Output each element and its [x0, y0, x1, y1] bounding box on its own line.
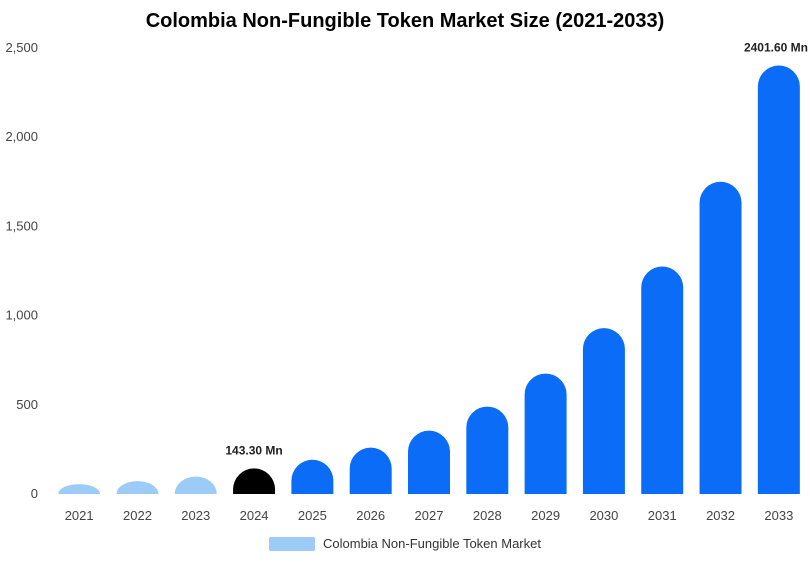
- x-tick-label: 2029: [531, 508, 560, 523]
- x-tick-label: 2030: [589, 508, 618, 523]
- x-tick-label: 2023: [181, 508, 210, 523]
- bar-2033[interactable]: [757, 65, 800, 494]
- bar-2028[interactable]: [466, 406, 509, 494]
- bar-2023[interactable]: [174, 476, 217, 494]
- x-tick-label: 2028: [473, 508, 502, 523]
- y-tick-label: 1,500: [5, 218, 38, 233]
- y-tick-label: 1,000: [5, 308, 38, 323]
- bar-2027[interactable]: [408, 430, 450, 494]
- x-tick-label: 2027: [415, 508, 444, 523]
- legend-label: Colombia Non-Fungible Token Market: [323, 536, 541, 551]
- data-label: 143.30 Mn: [225, 443, 282, 457]
- bar-2032[interactable]: [699, 181, 742, 494]
- x-tick-label: 2024: [240, 508, 269, 523]
- x-tick-label: 2025: [298, 508, 327, 523]
- bar-2022[interactable]: [116, 481, 159, 494]
- bar-2029[interactable]: [524, 373, 567, 494]
- chart-title: Colombia Non-Fungible Token Market Size …: [145, 10, 665, 32]
- bar-2030[interactable]: [582, 328, 625, 494]
- y-tick-label: 0: [31, 486, 38, 501]
- x-tick-label: 2026: [356, 508, 385, 523]
- bar-2026[interactable]: [349, 447, 392, 494]
- y-tick-label: 500: [16, 397, 38, 412]
- x-tick-label: 2022: [123, 508, 152, 523]
- bar-2021[interactable]: [58, 484, 101, 494]
- bar-2031[interactable]: [641, 266, 684, 494]
- x-tick-label: 2032: [706, 508, 735, 523]
- legend-swatch: [269, 536, 315, 551]
- x-tick-label: 2031: [648, 508, 677, 523]
- bar-2025[interactable]: [291, 459, 334, 494]
- x-tick-label: 2021: [65, 508, 94, 523]
- bar-2024[interactable]: [233, 468, 276, 494]
- data-label: 2401.60 Mn: [744, 41, 808, 55]
- x-tick-label: 2033: [764, 508, 793, 523]
- legend[interactable]: Colombia Non-Fungible Token Market: [0, 536, 810, 551]
- y-tick-label: 2,500: [5, 40, 38, 55]
- y-tick-label: 2,000: [5, 129, 38, 144]
